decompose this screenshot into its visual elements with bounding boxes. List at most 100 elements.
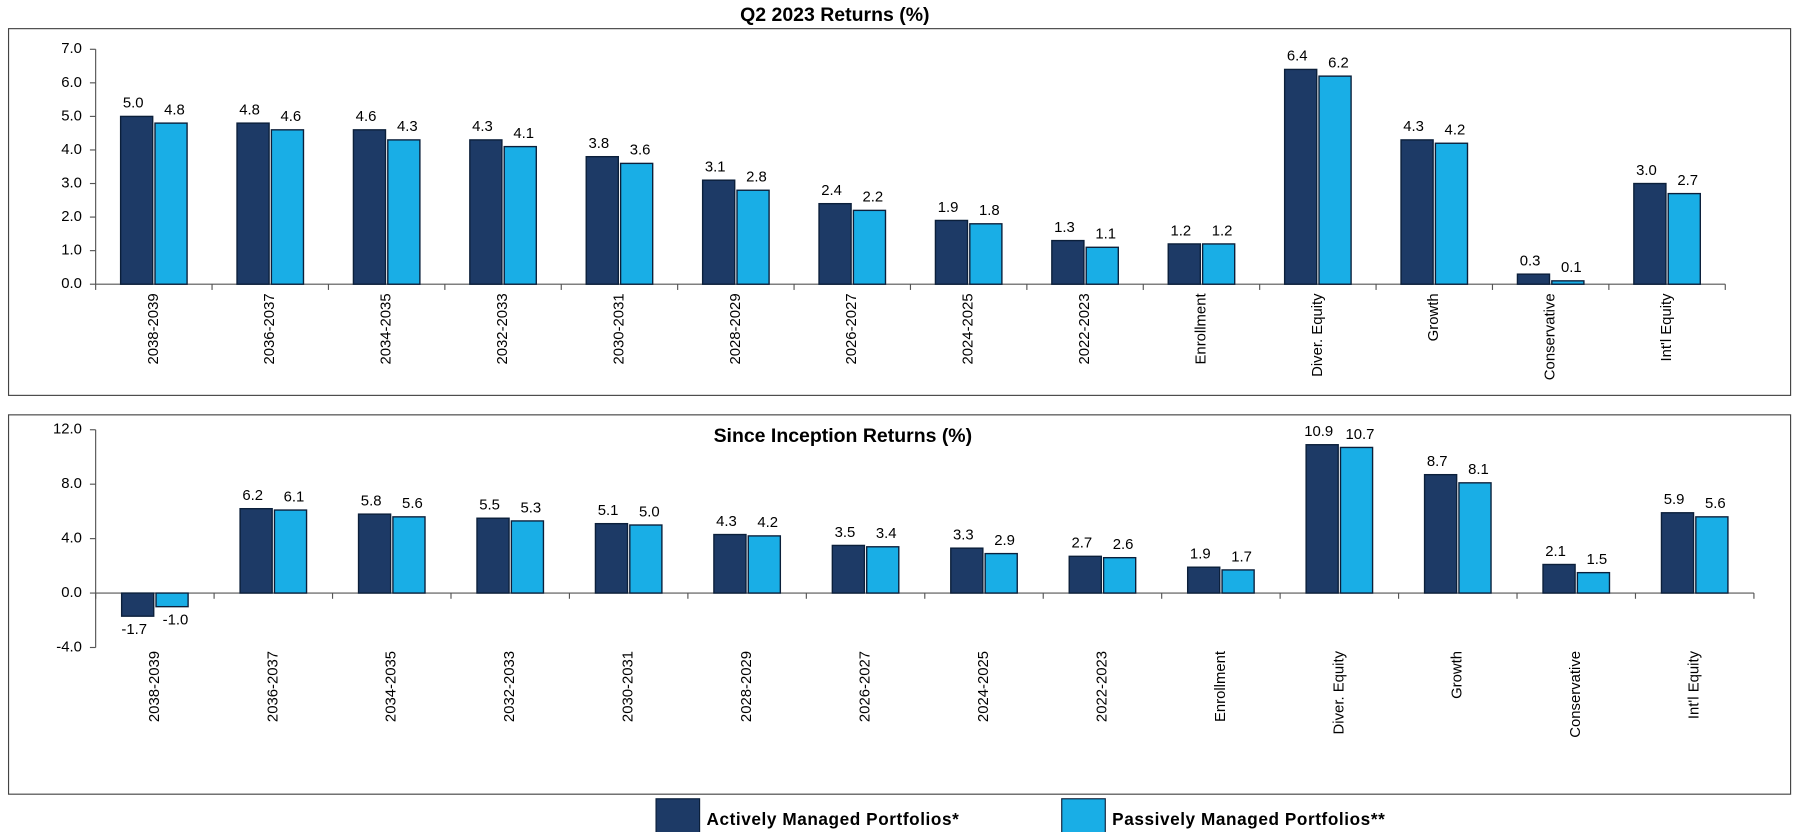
y-tick-label: 5.0 — [61, 108, 82, 124]
bar — [1102, 556, 1137, 594]
x-tick-label: 2032-2033 — [502, 651, 518, 722]
data-label: 4.2 — [1445, 123, 1466, 139]
bar — [1423, 473, 1458, 594]
data-label: 0.1 — [1561, 260, 1582, 276]
bar — [1633, 182, 1667, 285]
legend-swatch — [655, 798, 701, 832]
y-tick-label: 8.0 — [61, 476, 82, 492]
x-tick-label: Enrollment — [1193, 293, 1209, 365]
x-tick-label: 2036-2037 — [265, 651, 281, 722]
bar — [1695, 516, 1729, 594]
bar — [120, 592, 155, 617]
data-label: -1.7 — [121, 622, 147, 638]
bar — [852, 209, 887, 285]
data-label: 2.9 — [994, 533, 1015, 549]
bar — [357, 513, 392, 594]
bar — [510, 520, 545, 594]
data-label: 10.9 — [1304, 424, 1333, 440]
bar — [1068, 555, 1102, 594]
x-tick-label: 2030-2031 — [611, 293, 627, 364]
bar — [1186, 566, 1221, 594]
data-label: 4.3 — [716, 514, 737, 530]
data-label: 10.7 — [1346, 427, 1375, 443]
chart-frame — [7, 28, 1792, 396]
data-label: 6.2 — [1328, 55, 1349, 71]
data-label: 5.9 — [1664, 492, 1685, 508]
y-tick-label: 2.0 — [61, 209, 82, 225]
data-label: 3.5 — [835, 525, 856, 541]
legend-label: Passively Managed Portfolios** — [1112, 809, 1385, 829]
data-label: 4.8 — [239, 102, 260, 118]
bar — [154, 122, 188, 285]
data-label: 2.2 — [863, 190, 884, 206]
bar — [818, 202, 852, 285]
data-label: 1.3 — [1054, 220, 1075, 236]
bar — [392, 516, 426, 594]
y-tick-label: 3.0 — [61, 175, 82, 191]
x-tick-label: 2032-2033 — [495, 293, 511, 364]
bar — [1201, 243, 1236, 285]
bar — [236, 122, 270, 285]
bar — [1085, 246, 1119, 285]
bar — [1318, 75, 1352, 285]
bar — [950, 547, 984, 594]
data-label: 1.8 — [979, 203, 1000, 219]
data-label: 1.9 — [1190, 547, 1211, 563]
x-tick-label: Conservative — [1568, 651, 1584, 738]
data-label: 4.3 — [397, 119, 418, 135]
x-tick-label: 2028-2029 — [728, 293, 744, 364]
legend-label: Actively Managed Portfolios* — [706, 809, 959, 829]
bar — [273, 509, 308, 594]
x-tick-label: 2024-2025 — [961, 293, 977, 364]
data-label: 5.0 — [639, 504, 660, 520]
data-label: 2.7 — [1071, 536, 1092, 552]
bar — [1221, 569, 1255, 594]
data-label: 5.1 — [598, 503, 619, 519]
data-label: 2.4 — [821, 183, 842, 199]
y-tick-label: 4.0 — [61, 142, 82, 158]
data-label: 4.6 — [356, 109, 377, 125]
bar — [119, 115, 154, 285]
bar — [387, 139, 421, 285]
bar — [713, 533, 747, 594]
x-tick-label: 2026-2027 — [857, 651, 873, 722]
bar — [701, 179, 736, 285]
x-tick-label: 2026-2027 — [844, 293, 860, 364]
bar — [1051, 239, 1085, 285]
data-label: 3.8 — [588, 136, 609, 152]
x-tick-label: 2034-2035 — [379, 293, 395, 364]
bar — [1667, 192, 1701, 285]
bar — [503, 145, 537, 285]
x-tick-label: 2036-2037 — [262, 293, 278, 364]
bar — [747, 535, 782, 594]
y-tick-label: -4.0 — [56, 639, 82, 655]
data-label: 4.6 — [281, 109, 302, 125]
bar — [1660, 512, 1695, 594]
bar — [1516, 273, 1551, 285]
data-label: 6.1 — [284, 489, 305, 505]
data-label: 1.2 — [1170, 223, 1191, 239]
data-label: 4.1 — [513, 126, 534, 142]
bar — [866, 546, 900, 594]
chart-frame — [7, 414, 1792, 795]
data-label: 5.6 — [1705, 496, 1726, 512]
data-label: 3.6 — [630, 143, 651, 159]
bar — [984, 552, 1018, 594]
bar — [1576, 571, 1611, 594]
data-label: 1.1 — [1095, 227, 1116, 243]
data-label: 1.5 — [1587, 552, 1608, 568]
x-tick-label: 2022-2023 — [1077, 293, 1093, 364]
x-tick-label: Int'l Equity — [1659, 293, 1675, 362]
legend-swatch — [1061, 798, 1106, 832]
y-tick-label: 12.0 — [53, 422, 82, 438]
bar — [270, 129, 305, 285]
bar — [934, 219, 969, 285]
data-label: 8.1 — [1468, 462, 1489, 478]
bar — [1458, 482, 1492, 594]
x-tick-label: Conservative — [1543, 293, 1559, 380]
bar — [1305, 444, 1339, 594]
x-tick-label: Int'l Equity — [1687, 650, 1703, 719]
data-label: 3.0 — [1636, 163, 1657, 179]
bar — [155, 592, 189, 608]
